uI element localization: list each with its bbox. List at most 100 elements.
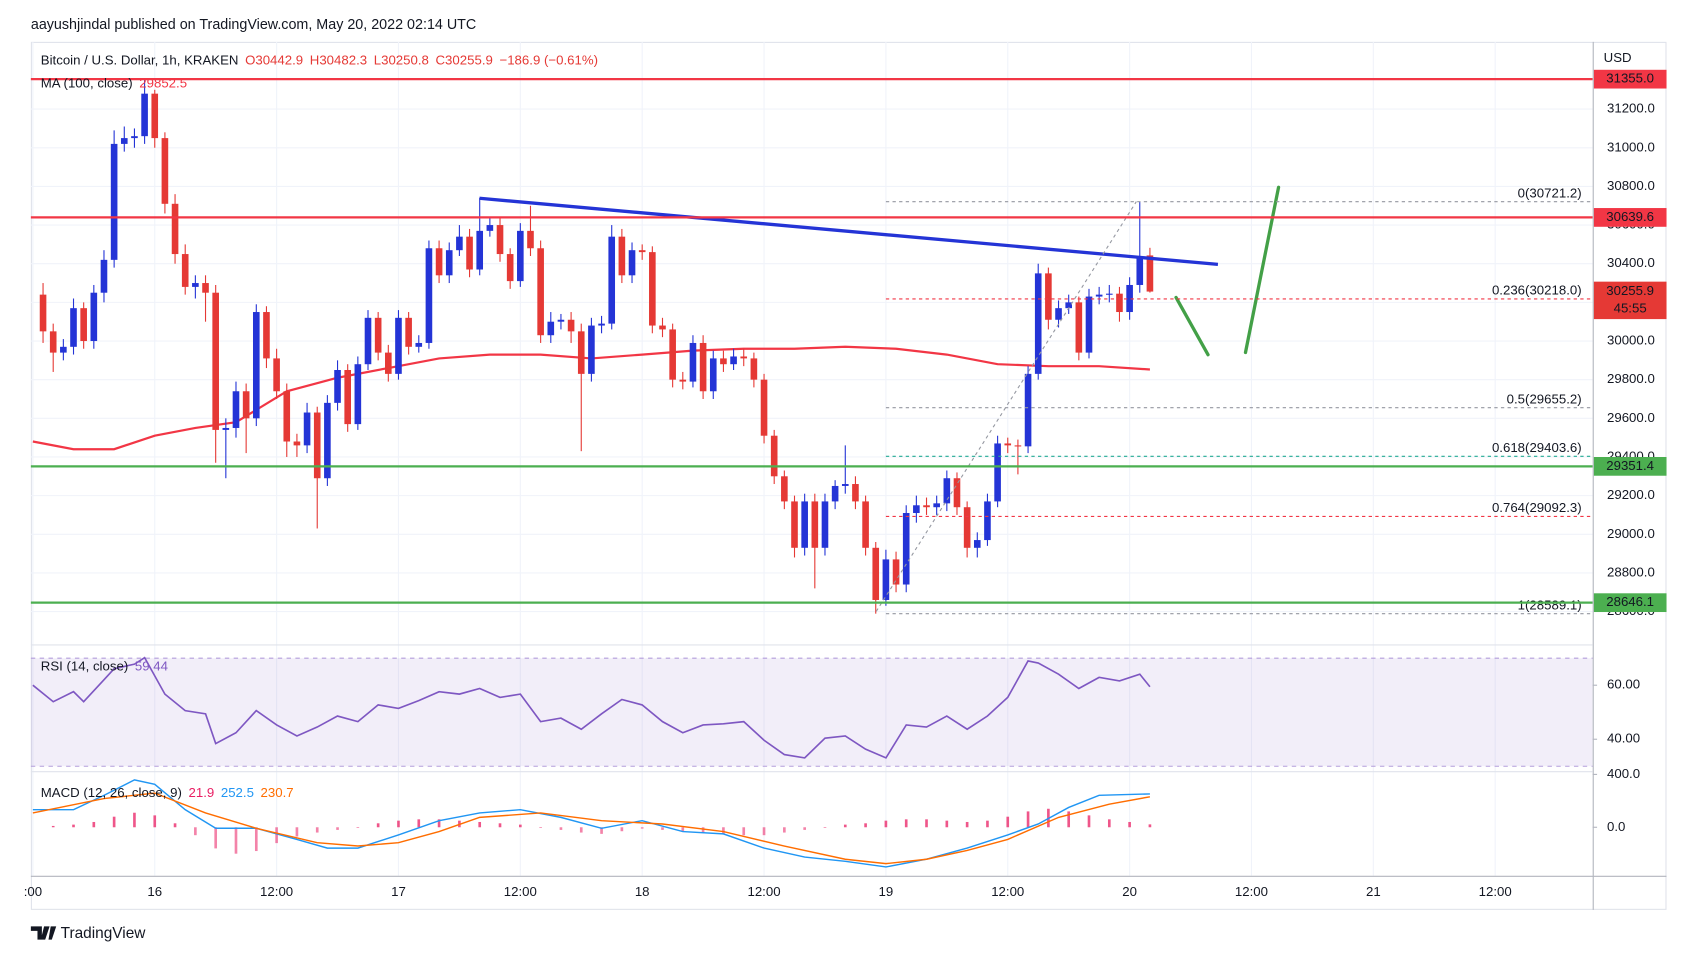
macd-hist-bar: [519, 824, 522, 828]
macd-hist-bar: [864, 823, 867, 828]
candle-body: [862, 501, 869, 548]
x-tick-label: 12:00: [747, 884, 780, 899]
candle-body: [466, 236, 473, 270]
candle-body: [405, 317, 412, 347]
candle-body: [852, 484, 859, 502]
macd-hist-bar: [965, 821, 969, 828]
rsi-legend: RSI (14, close) 59.44: [41, 658, 168, 673]
candle-body: [456, 236, 463, 251]
candle-body: [486, 225, 494, 231]
fib-label: 0.764(29092.3): [1492, 500, 1582, 515]
macd-hist-bar: [72, 824, 75, 828]
candle-body: [120, 138, 128, 144]
ma-legend: MA (100, close) 29852.5: [41, 75, 187, 90]
ma-line: [32, 345, 1150, 451]
plot-area: [30, 41, 1598, 876]
candle-body: [425, 248, 433, 343]
candle-body: [608, 236, 616, 324]
candle-body: [699, 342, 707, 392]
level-tag: [1593, 208, 1667, 227]
candle-body: [171, 203, 179, 255]
level-label: 31355.0: [1606, 71, 1654, 86]
hist-value: 21.9: [188, 785, 214, 800]
level-tag: [1593, 456, 1667, 476]
candle-body: [669, 329, 676, 380]
candle-body: [476, 230, 484, 270]
y-tick-label: 60.00: [1607, 677, 1640, 692]
logo-text: TradingView: [61, 925, 147, 942]
candle-body: [902, 513, 910, 585]
symbol-legend: Bitcoin / U.S. Dollar, 1h, KRAKEN O30442.…: [41, 52, 598, 67]
macd-hist-bar: [1067, 811, 1071, 828]
x-tick-label: 20: [1122, 884, 1137, 899]
candle-body: [841, 484, 849, 486]
candle-body: [791, 501, 798, 548]
candle-body: [334, 370, 341, 403]
symbol: Bitcoin / U.S. Dollar, 1h, KRAKEN: [41, 52, 239, 67]
candle-body: [161, 138, 169, 204]
candle-body: [222, 427, 230, 430]
candle-body: [49, 331, 57, 353]
macd-hist-bar: [478, 821, 482, 828]
candle-body: [588, 325, 595, 374]
macd-hist-bar: [762, 827, 766, 836]
candle-body: [679, 379, 687, 382]
candle-body: [872, 547, 880, 600]
rsi-value: 59.44: [135, 658, 168, 673]
macd-legend: MACD (12, 26, close, 9) 21.9 252.5 230.7: [41, 785, 294, 800]
macd-hist-bar: [600, 827, 603, 834]
candle-body: [720, 358, 727, 365]
candle-body: [740, 356, 748, 359]
x-tick-label: 12:00: [260, 884, 293, 899]
macd-hist-bar: [397, 820, 400, 828]
level-label: 29351.4: [1606, 458, 1654, 473]
arrow-down: [1174, 295, 1210, 357]
candle-body: [212, 292, 219, 430]
candle-body: [1136, 255, 1144, 285]
candle-body: [1045, 273, 1052, 320]
candle-body: [547, 321, 555, 336]
macd-hist-bar: [579, 827, 583, 833]
open: O30442.9: [245, 52, 303, 67]
macd-hist-bar: [112, 816, 116, 828]
macd-hist-bar: [254, 827, 258, 852]
macd-hist-bar: [1107, 819, 1111, 828]
rsi-band: [30, 658, 1593, 767]
candle-body: [973, 540, 981, 548]
macd-hist-bar: [295, 827, 299, 837]
x-tick-label: 12:00: [504, 884, 537, 899]
level-label: 28646.1: [1606, 594, 1654, 609]
macd-hist-bar: [681, 827, 685, 832]
macd-hist-bar: [234, 827, 238, 854]
candle-body: [445, 250, 453, 276]
macd-hist-bar: [986, 820, 989, 828]
macd-hist-bar: [661, 827, 664, 830]
candle-body: [435, 248, 443, 276]
candle-body: [963, 507, 971, 548]
candle-body: [1126, 284, 1133, 313]
fib-connector: [875, 201, 1137, 612]
y-tick-label: 0.0: [1607, 819, 1625, 834]
macd-hist-bar: [742, 827, 746, 836]
candle-body: [364, 317, 372, 365]
y-tick-label: 31000.0: [1607, 139, 1655, 154]
macd-hist-bar: [783, 827, 786, 833]
candle-body: [39, 294, 47, 332]
candle-body: [232, 391, 240, 428]
macd-value: 252.5: [221, 785, 254, 800]
candle-body: [273, 358, 280, 392]
candle-body: [202, 283, 209, 293]
candle-body: [283, 391, 291, 442]
x-tick-label: 16: [147, 884, 162, 899]
x-tick-label: 12:00: [1479, 884, 1512, 899]
macd-hist-bar: [437, 819, 441, 828]
candle-body: [801, 501, 808, 548]
candle-body: [689, 342, 697, 382]
macd-hist-bar: [539, 827, 542, 828]
candle-body: [760, 379, 768, 436]
x-tick-label: 12:00: [1235, 884, 1268, 899]
candle-body: [649, 252, 656, 326]
candle-body: [628, 250, 636, 276]
y-tick-label: 29600.0: [1607, 410, 1655, 425]
